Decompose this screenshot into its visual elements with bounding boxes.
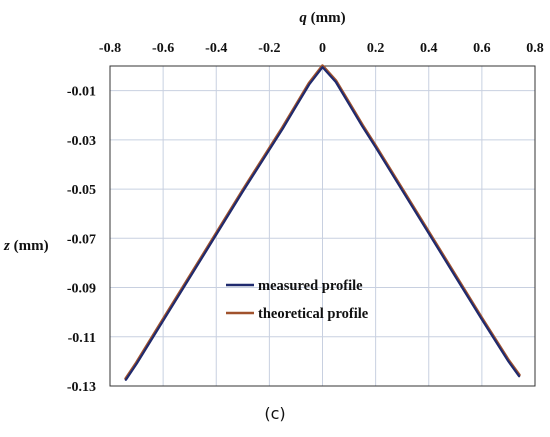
x-axis-title: q (mm): [299, 10, 345, 26]
y-axis-unit: (mm): [10, 238, 49, 254]
series-line-measured: [124, 66, 521, 381]
x-tick-label: -0.8: [99, 41, 121, 56]
legend-label-measured: measured profile: [258, 278, 363, 294]
x-tick-label: 0.8: [526, 41, 544, 56]
x-tick-label: -0.4: [205, 41, 227, 56]
x-axis-unit: (mm): [307, 10, 346, 26]
y-axis-title: z (mm): [3, 238, 49, 254]
grid: [109, 66, 536, 387]
series-lines: [124, 64, 521, 381]
y-tick-label: -0.09: [67, 282, 96, 297]
y-tick-label: -0.03: [67, 134, 96, 149]
x-tick-label: 0: [319, 41, 326, 56]
y-tick-labels: -0.01 -0.03 -0.05 -0.07 -0.09 -0.11 -0.13: [67, 85, 96, 395]
x-tick-label: 0.6: [473, 41, 491, 56]
legend: measured profile theoretical profile: [226, 278, 369, 322]
x-tick-label: 0.2: [367, 41, 385, 56]
y-tick-label: -0.05: [67, 183, 96, 198]
panel-label: (c): [264, 404, 286, 423]
x-axis-variable: q: [299, 10, 307, 26]
x-tick-labels: -0.8 -0.6 -0.4 -0.2 0 0.2 0.4 0.6 0.8: [99, 41, 544, 56]
x-tick-label: -0.2: [258, 41, 280, 56]
x-tick-label: 0.4: [420, 41, 438, 56]
y-tick-label: -0.01: [67, 85, 96, 100]
y-tick-label: -0.11: [68, 331, 96, 346]
y-tick-label: -0.07: [67, 232, 96, 247]
y-tick-label: -0.13: [67, 380, 96, 395]
y-axis-variable: z: [3, 238, 10, 254]
x-tick-label: -0.6: [152, 41, 174, 56]
legend-label-theoretical: theoretical profile: [258, 306, 369, 322]
